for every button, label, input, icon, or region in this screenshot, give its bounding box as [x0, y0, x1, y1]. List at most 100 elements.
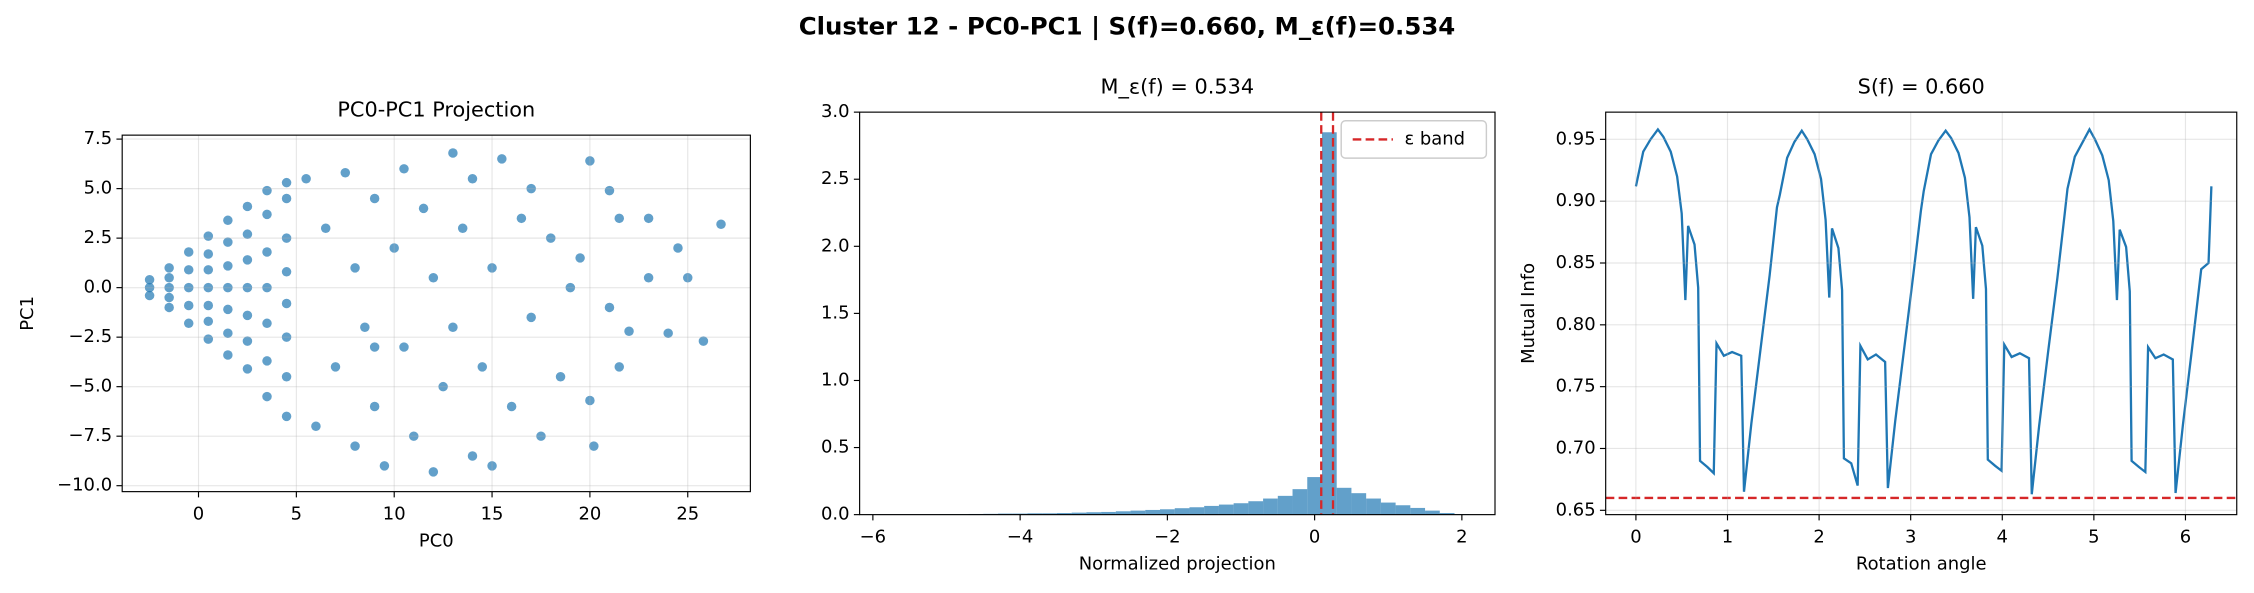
point: [340, 168, 351, 178]
point: [448, 148, 458, 158]
bar: [1071, 512, 1087, 515]
point: [281, 233, 292, 243]
bar: [1263, 498, 1278, 515]
bar: [1204, 505, 1219, 515]
x-tick-label: 2: [1813, 527, 1824, 548]
point: [379, 461, 390, 471]
y-tick-label: 3.0: [821, 101, 850, 122]
point: [183, 282, 194, 293]
point: [144, 282, 155, 293]
bar: [1189, 507, 1205, 515]
bar: [1042, 513, 1057, 515]
point: [506, 401, 517, 412]
point: [428, 467, 439, 477]
y-tick-label: 2.5: [821, 168, 850, 189]
axes-title: M_ε(f) = 0.534: [1101, 74, 1255, 99]
point: [203, 282, 214, 293]
y-tick-label: 0.75: [1556, 376, 1596, 397]
point: [281, 177, 292, 188]
point: [448, 322, 458, 332]
bar: [1366, 498, 1381, 515]
y-tick-label: 0.95: [1556, 128, 1596, 149]
y-axis-label: PC1: [17, 296, 38, 331]
point: [242, 282, 253, 293]
point: [555, 372, 566, 382]
point: [604, 302, 615, 313]
y-axis-label: Mutual Info: [1518, 263, 1539, 364]
y-tick-label: 0.90: [1556, 190, 1596, 211]
x-tick-label: 0: [1309, 527, 1320, 548]
point: [683, 272, 693, 283]
x-tick-label: 5: [2088, 527, 2099, 548]
point: [262, 247, 272, 257]
axes-title: S(f) = 0.660: [1858, 74, 1985, 98]
point: [575, 253, 585, 263]
bar: [1425, 510, 1440, 515]
y-tick-label: −7.5: [69, 425, 113, 446]
point: [203, 300, 214, 311]
point: [183, 318, 194, 329]
point: [203, 249, 214, 259]
x-tick-label: 25: [676, 504, 699, 525]
point: [301, 173, 311, 184]
point: [614, 213, 625, 224]
point: [399, 342, 409, 352]
point: [203, 334, 214, 344]
point: [203, 265, 214, 275]
point: [487, 263, 497, 273]
point: [360, 322, 370, 332]
point: [203, 231, 214, 241]
point: [281, 193, 292, 204]
point: [497, 154, 507, 164]
bar: [1130, 510, 1146, 515]
point: [565, 282, 576, 293]
point: [164, 282, 174, 293]
point: [369, 342, 380, 352]
point: [477, 362, 488, 372]
point: [242, 229, 253, 239]
y-tick-label: −5.0: [69, 376, 113, 397]
point: [350, 441, 360, 451]
point: [164, 263, 174, 273]
axes-frame: [121, 134, 751, 493]
point: [624, 326, 634, 336]
y-tick-label: 5.0: [84, 178, 113, 199]
x-axis-label: Rotation angle: [1856, 553, 1987, 574]
bar: [1027, 513, 1043, 515]
point: [516, 213, 527, 224]
point: [399, 164, 409, 174]
bar: [1233, 503, 1249, 515]
point: [242, 364, 253, 374]
plot-area: [865, 112, 1470, 515]
point: [144, 274, 155, 285]
point: [614, 362, 625, 372]
point: [716, 219, 726, 230]
legend-label: ε band: [1404, 128, 1465, 149]
x-tick-label: −2: [1154, 527, 1180, 548]
bar: [1101, 511, 1116, 515]
point: [242, 310, 253, 321]
point: [457, 223, 468, 233]
point: [262, 185, 272, 196]
point: [262, 356, 272, 366]
point: [418, 203, 429, 214]
x-tick-label: 0: [193, 504, 204, 525]
line: [1634, 127, 2213, 495]
point: [223, 282, 233, 293]
legend-box: [1340, 120, 1488, 159]
point: [536, 431, 546, 441]
y-tick-label: 0.85: [1556, 252, 1596, 273]
point: [144, 290, 155, 301]
point: [242, 336, 253, 346]
y-tick-label: 0.65: [1556, 499, 1596, 520]
bar: [1380, 502, 1396, 515]
x-axis-label: PC0: [419, 530, 454, 551]
y-tick-label: 2.5: [84, 227, 113, 248]
bar: [1321, 132, 1337, 515]
point: [585, 156, 595, 166]
point: [526, 183, 536, 194]
point: [281, 332, 292, 342]
bar: [1145, 509, 1161, 515]
